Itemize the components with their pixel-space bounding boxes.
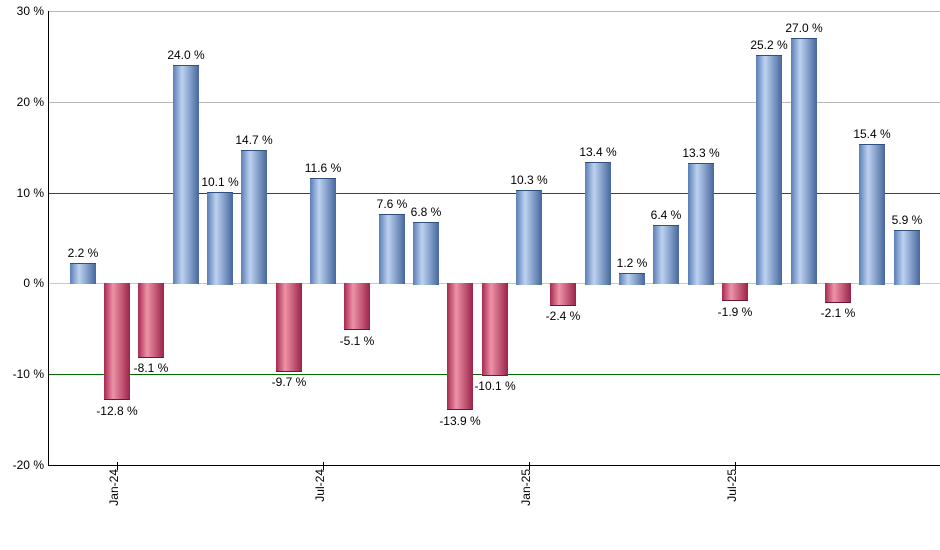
bar-negative [276,283,302,372]
x-axis-tick [735,462,736,470]
x-axis-label: Jul-25 [725,469,739,507]
bar-negative [104,283,130,400]
x-axis-tick [323,462,324,470]
bar-positive [859,144,885,285]
y-axis-label: 20 % [16,95,44,109]
bar-negative [482,283,508,376]
bar-value-label: -1.9 % [717,305,753,319]
bar-positive [379,214,405,284]
bar-value-label: 13.3 % [682,146,720,160]
bar-positive [70,263,96,284]
x-axis-label-text: Jan-25 [519,469,533,506]
x-axis-label: Jan-25 [519,469,533,511]
bar-negative [344,283,370,330]
bar-value-label: -8.1 % [133,361,169,375]
y-axis-label: -10 % [12,367,44,381]
bar-value-label: -10.1 % [474,379,516,393]
bar-positive [516,190,542,285]
bar-value-label: -12.8 % [96,404,138,418]
bar-value-label: 24.0 % [167,48,205,62]
bar-positive [207,192,233,285]
bar-value-label: -2.1 % [820,306,856,320]
bar-value-label: 6.8 % [410,205,442,219]
x-axis-tick [117,462,118,470]
bar-value-label: 1.2 % [616,256,648,270]
bar-value-label: 27.0 % [785,21,823,35]
bar-value-label: 10.1 % [201,175,239,189]
y-axis-label: 30 % [16,4,44,18]
bar-value-label: 10.3 % [510,173,548,187]
bar-value-label: 14.7 % [235,133,273,147]
bar-positive [619,273,645,285]
bar-positive [585,162,611,285]
bar-positive [310,178,336,284]
bar-positive [791,38,817,284]
bar-positive [413,222,439,285]
bar-value-label: -5.1 % [339,334,375,348]
bar-negative [138,283,164,358]
bar-value-label: -13.9 % [439,414,481,428]
x-axis-tick [529,462,530,470]
bar-negative [550,283,576,306]
bar-negative [825,283,851,303]
bar-positive [894,230,920,285]
bar-value-label: 2.2 % [67,246,99,260]
gridline-30pct [49,11,940,12]
y-axis-line [48,11,49,466]
gridline-20pct [49,102,940,103]
x-axis-label-text: Jul-25 [725,469,739,502]
bar-value-label: 5.9 % [891,213,923,227]
y-axis-label: -20 % [12,458,44,472]
bar-value-label: -2.4 % [545,309,581,323]
y-axis-label: 10 % [16,186,44,200]
x-axis-label-text: Jan-24 [107,469,121,506]
bar-positive [653,225,679,284]
bar-negative [447,283,473,410]
bar-positive [241,150,267,284]
x-axis-line [48,465,940,466]
bar-value-label: 25.2 % [750,38,788,52]
x-axis-label: Jan-24 [107,469,121,511]
y-axis-label: 0 % [23,276,44,290]
bar-positive [688,163,714,285]
bar-value-label: 15.4 % [853,127,891,141]
bar-value-label: 7.6 % [376,197,408,211]
bar-value-label: 6.4 % [650,208,682,222]
bar-value-label: -9.7 % [271,375,307,389]
x-axis-label: Jul-24 [313,469,327,507]
bar-positive [173,65,199,284]
bar-positive [756,55,782,285]
bar-negative [722,283,748,301]
bar-value-label: 11.6 % [304,161,342,175]
bar-value-label: 13.4 % [579,145,617,159]
gridline-10pct [49,193,940,194]
x-axis-label-text: Jul-24 [313,469,327,502]
